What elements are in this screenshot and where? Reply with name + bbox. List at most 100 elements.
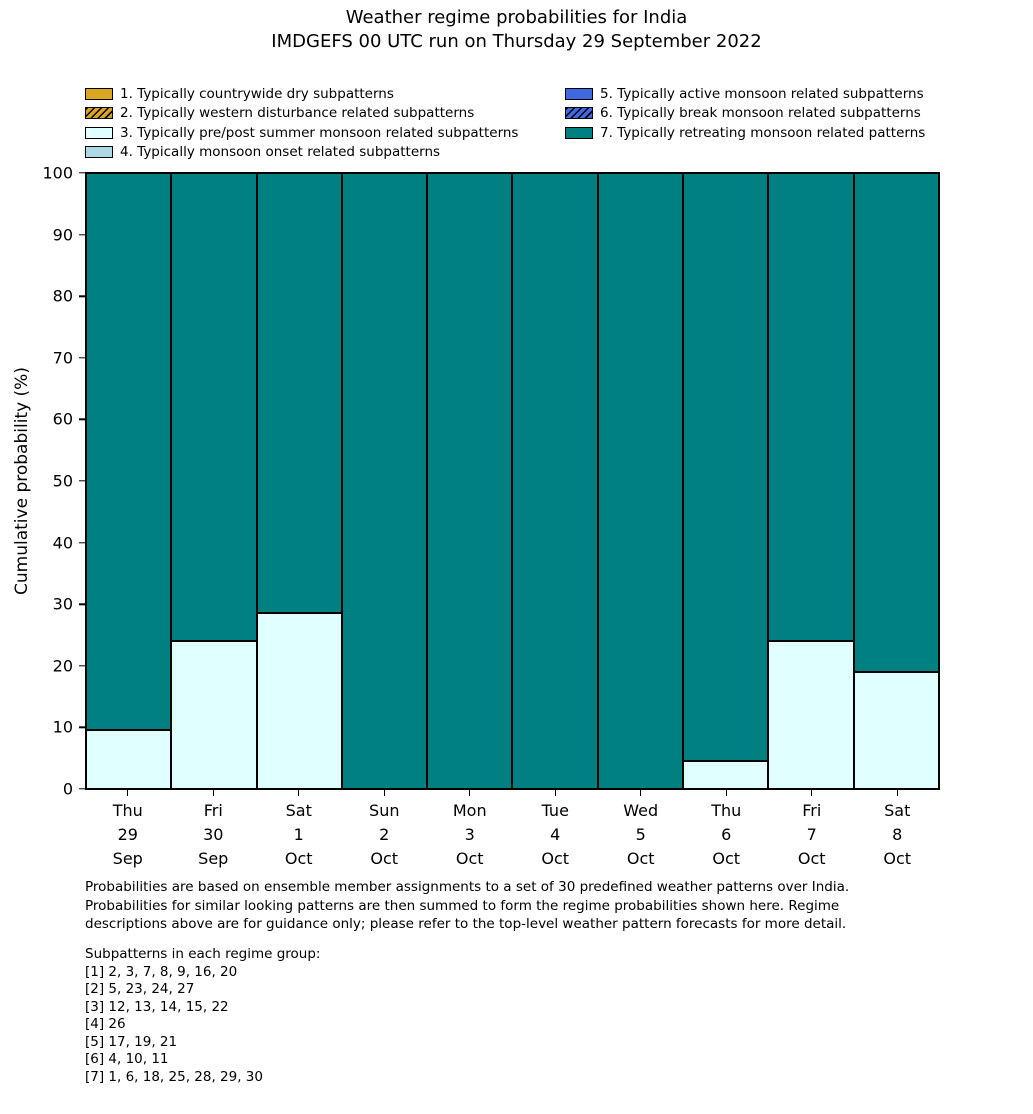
bar-segment [512,173,598,789]
y-tick-label: 20 [52,656,73,676]
y-tick-label: 40 [52,533,73,553]
y-tick-mark [79,418,86,421]
y-tick-label: 90 [52,225,73,245]
bar-fri-7-oct [768,173,854,789]
bar-segment [683,761,769,789]
legend-column-right: 5. Typically active monsoon related subp… [565,85,926,141]
x-tick-label-line: Fri [203,801,223,820]
bar-segment [768,173,854,642]
x-tick-label-line: Thu [711,801,742,820]
legend-item-label: 1. Typically countrywide dry subpatterns [120,85,394,102]
legend-item-label: 5. Typically active monsoon related subp… [600,85,924,102]
x-tick: Sat 8 Oct [855,790,941,871]
subpattern-line: [7] 1, 6, 18, 25, 28, 29, 30 [85,1068,263,1085]
y-tick-mark [79,172,86,174]
x-tick-mark [811,790,813,796]
legend-swatch [85,87,113,100]
legend-item: 3. Typically pre/post summer monsoon rel… [85,124,519,141]
x-tick: Wed 5 Oct [598,790,684,871]
bar-thu-6-oct [683,173,769,789]
subpattern-line: [4] 26 [85,1016,126,1032]
x-tick-label-line: Sat [884,801,911,820]
x-tick-label-line: 30 [203,825,224,844]
footnote-line: descriptions above are for guidance only… [85,916,847,932]
x-tick-label-line: 5 [635,825,646,844]
subpattern-line: [2] 5, 23, 24, 27 [85,981,195,997]
y-tick-label: 10 [52,717,73,737]
legend-item: 1. Typically countrywide dry subpatterns [85,85,518,102]
bar-sat-8-oct [853,173,939,789]
x-tick-label-line: Oct [284,849,313,868]
legend-swatch [85,126,113,139]
y-tick-label: 100 [42,163,73,183]
x-tick: Thu 29 Sep [85,790,171,871]
x-tick-label-line: Sat [285,801,312,820]
x-tick-label-line: 29 [117,825,138,844]
y-tick-mark [79,726,86,729]
x-tick-label-line: Tue [541,801,569,820]
bar-segment [256,173,342,614]
bar-segment [256,613,342,789]
bar-segment [341,173,428,789]
x-tick-label-line: 3 [464,825,475,844]
bar-segment [853,671,939,789]
x-tick-label-line: 2 [379,825,390,844]
subpattern-line: [1] 2, 3, 7, 8, 9, 16, 20 [85,963,238,980]
subpattern-line: [5] 17, 19, 21 [85,1033,178,1050]
x-tick-label-line: Oct [541,849,570,868]
y-tick-label: 30 [52,594,73,614]
x-tick: Sun 2 Oct [342,790,428,871]
x-tick-mark [127,790,129,796]
x-tick-mark [469,790,471,796]
y-tick-mark [79,665,86,667]
legend-item: 4. Typically monsoon onset related subpa… [85,144,518,160]
legend-swatch [85,107,113,119]
subpatterns-block: Subpatterns in each regime group: [1] 2, … [85,946,320,1086]
bar-wed-5-oct [597,173,684,789]
bar-segment [171,173,257,642]
legend-item-label: 7. Typically retreating monsoon related … [600,124,926,141]
chart-title: Weather regime probabilities for India I… [0,6,1033,54]
x-axis-tick-labels: Thu 29 Sep Fri 30 Sep Sat 1 Oct Sun 2 Oct Mon 3 Oct Tue… [85,790,940,871]
bar-segment [427,173,513,789]
legend-item-label: 2. Typically western disturbance related… [120,105,475,121]
x-tick-mark [554,790,556,796]
legend-item: 5. Typically active monsoon related subp… [565,85,925,102]
bar-thu-29-sep [86,173,172,789]
y-tick-mark [79,480,86,482]
x-tick-mark [383,790,385,796]
legend-item: 6. Typically break monsoon related subpa… [565,105,925,121]
legend-item-label: 3. Typically pre/post summer monsoon rel… [120,124,519,141]
bar-sat-1-oct [256,173,342,789]
legend-swatch [565,107,593,119]
y-tick-mark [79,295,86,297]
legend-item: 7. Typically retreating monsoon related … [565,124,926,141]
x-tick-label-line: Wed [623,801,659,820]
x-tick-label-line: Oct [712,849,741,868]
y-tick-label: 80 [52,286,73,306]
x-tick: Mon 3 Oct [427,790,513,871]
x-tick-mark [212,790,214,796]
footnote-line: Probabilities are based on ensemble memb… [85,879,850,895]
bar-segment [86,730,172,789]
bar-sun-2-oct [341,173,428,789]
x-tick-label-line: Thu [112,801,143,820]
bar-mon-3-oct [427,173,513,789]
bars-container [86,173,939,789]
legend-item-label: 4. Typically monsoon onset related subpa… [120,144,441,160]
y-tick-mark [79,357,86,359]
x-tick-label-line: 8 [892,825,903,844]
y-tick-label: 50 [52,471,73,491]
subpattern-line: [3] 12, 13, 14, 15, 22 [85,998,229,1015]
bar-segment [683,173,769,762]
legend-swatch [565,126,593,139]
x-tick-mark [896,790,898,796]
y-axis-label: Cumulative probability (%) [12,367,32,595]
plot-area: 0 10 20 30 40 50 60 70 80 90 100 [42,164,940,799]
x-tick-label-line: Mon [452,801,487,820]
chart-title-line2: IMDGEFS 00 UTC run on Thursday 29 Septem… [271,31,762,52]
x-tick-label-line: 6 [721,825,732,844]
x-tick-label-line: Oct [797,849,826,868]
x-tick-label-line: Sep [198,849,229,868]
